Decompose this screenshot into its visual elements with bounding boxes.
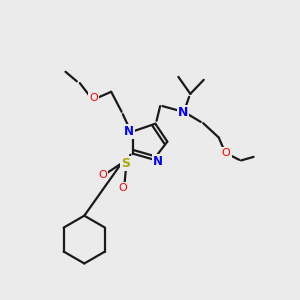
Text: N: N [178,106,188,119]
Text: N: N [153,155,163,168]
Text: O: O [98,170,107,180]
Text: N: N [124,125,134,138]
Text: O: O [119,183,128,193]
Text: O: O [89,93,98,103]
Text: O: O [222,148,230,158]
Text: S: S [122,157,130,170]
